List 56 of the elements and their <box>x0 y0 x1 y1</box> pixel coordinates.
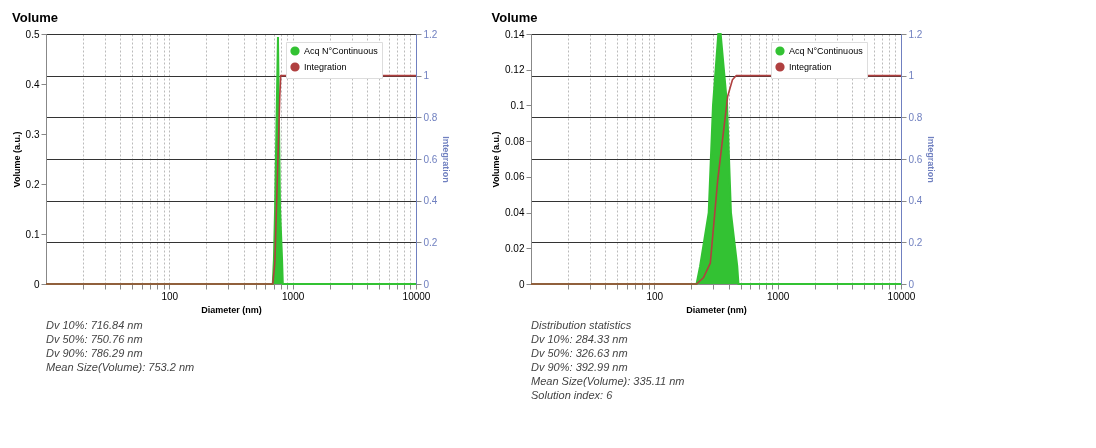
y2-tick-label: 0 <box>423 278 430 290</box>
x-tick-label: 10000 <box>887 290 916 302</box>
y-tick-label: 0.4 <box>25 78 40 90</box>
y-tick-label: 0.1 <box>25 228 40 240</box>
y-tick-label: 0.3 <box>25 128 40 140</box>
y-tick-label: 0.08 <box>505 135 525 147</box>
y-tick-label: 0.2 <box>25 178 40 190</box>
y2-tick-label: 0.4 <box>423 195 438 207</box>
y-tick-label: 0 <box>33 278 40 290</box>
y2-axis-title: Integration <box>926 136 937 183</box>
text: Dv 50%: 750.76 nm <box>46 333 143 345</box>
y-axis-title: Volume (a.u.) <box>491 131 502 188</box>
text: Mean Size(Volume): 335.11 nm <box>531 375 685 387</box>
y2-tick-label: 1 <box>908 70 915 82</box>
x-tick-label: 100 <box>161 290 179 302</box>
y-tick-label: 0.06 <box>505 171 525 183</box>
y-tick-label: 0.04 <box>505 207 525 219</box>
y-axis-title: Volume (a.u.) <box>11 131 22 188</box>
y2-tick-label: 0.2 <box>908 236 923 248</box>
y-tick-label: 0.12 <box>505 64 525 76</box>
x-tick-label: 10000 <box>402 290 431 302</box>
y2-tick-label: 1 <box>423 70 430 82</box>
text: Dv 10%: 716.84 nm <box>46 319 143 331</box>
x-axis-title: Diameter (nm) <box>686 304 747 315</box>
y2-tick-label: 0.2 <box>423 236 438 248</box>
y2-tick-label: 0.4 <box>908 195 923 207</box>
legend-label: Acq N°Continuous <box>789 46 864 56</box>
legend-label: Integration <box>789 62 832 72</box>
x-tick-label: 100 <box>646 290 664 302</box>
chart-title: Volume <box>491 10 538 25</box>
y-tick-label: 0.14 <box>505 28 525 40</box>
y-tick-label: 0 <box>518 278 525 290</box>
x-tick-label: 1000 <box>767 290 790 302</box>
legend-label: Integration <box>304 62 347 72</box>
text: Dv 10%: 284.33 nm <box>531 333 628 345</box>
y2-tick-label: 1.2 <box>423 28 438 40</box>
legend-label: Acq N°Continuous <box>304 46 379 56</box>
text: Mean Size(Volume): 753.2 nm <box>46 361 195 373</box>
x-axis-title: Diameter (nm) <box>201 304 262 315</box>
y2-tick-label: 0 <box>908 278 915 290</box>
text: Dv 90%: 392.99 nm <box>531 361 628 373</box>
y-tick-label: 0.5 <box>25 28 40 40</box>
y2-tick-label: 0.6 <box>423 153 438 165</box>
y-tick-label: 0.1 <box>510 99 525 111</box>
y-tick-label: 0.02 <box>505 242 525 254</box>
y2-tick-label: 0.6 <box>908 153 923 165</box>
text: Distribution statistics <box>531 319 632 331</box>
y2-tick-label: 1.2 <box>908 28 923 40</box>
y2-tick-label: 0.8 <box>908 111 923 123</box>
text: Dv 90%: 786.29 nm <box>46 347 143 359</box>
x-tick-label: 1000 <box>282 290 305 302</box>
text: Dv 50%: 326.63 nm <box>531 347 628 359</box>
y2-axis-title: Integration <box>441 136 452 183</box>
y2-tick-label: 0.8 <box>423 111 438 123</box>
chart-title: Volume <box>12 10 59 25</box>
text: Solution index: 6 <box>531 389 614 401</box>
